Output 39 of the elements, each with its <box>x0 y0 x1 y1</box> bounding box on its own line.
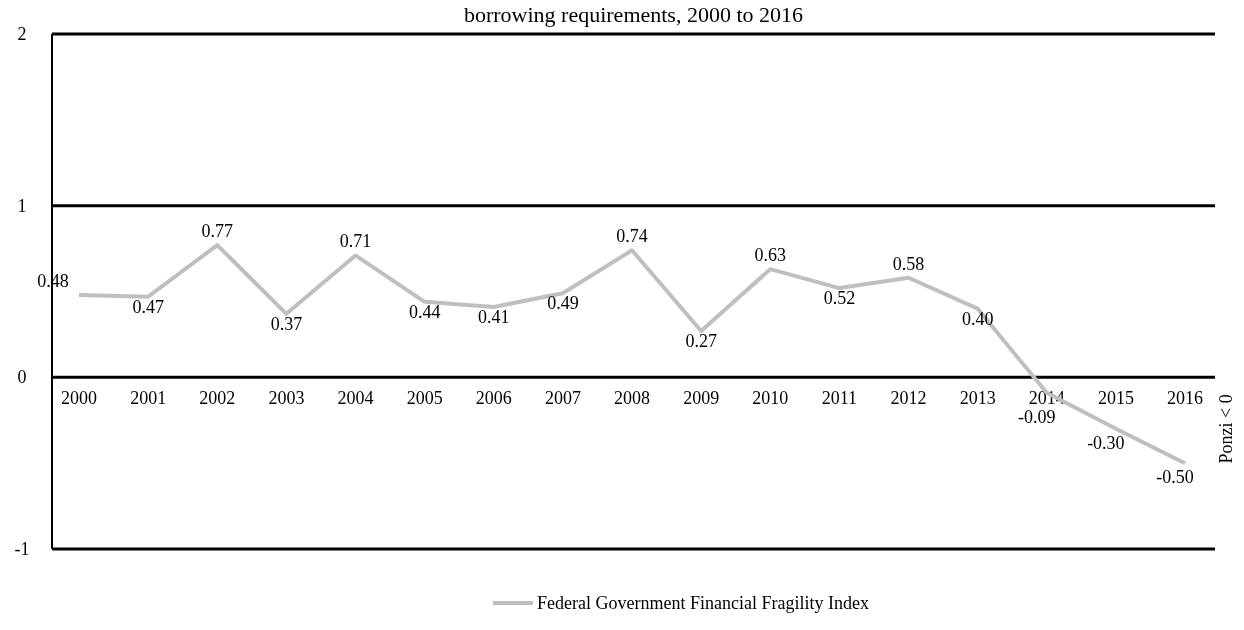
data-label: -0.09 <box>1018 407 1056 428</box>
x-tick-label: 2000 <box>61 388 97 409</box>
data-label: 0.40 <box>961 308 994 329</box>
data-label: 0.37 <box>270 313 303 334</box>
x-tick-label: 2006 <box>475 388 512 409</box>
x-tick-label: 2012 <box>890 388 927 409</box>
data-label: 0.71 <box>339 231 372 252</box>
x-tick-label: 2013 <box>959 388 996 409</box>
x-tick-label: 2001 <box>130 388 167 409</box>
data-label: 0.44 <box>408 301 441 322</box>
x-tick-label: 2007 <box>544 388 581 409</box>
x-tick-label: 2011 <box>821 388 858 409</box>
text: Ponzi < 0 <box>1216 394 1236 464</box>
data-label: -0.50 <box>1156 467 1194 488</box>
data-label: -0.30 <box>1087 432 1125 453</box>
data-label: 0.27 <box>685 330 717 351</box>
x-tick-label: 2016 <box>1167 388 1203 409</box>
x-tick-label: 2015 <box>1097 388 1134 409</box>
x-tick-label: 2005 <box>406 388 443 409</box>
y-tick-label: 2 <box>17 24 27 44</box>
x-tick-label: 2002 <box>199 388 236 409</box>
data-label: 0.47 <box>132 296 164 317</box>
y-tick-label: -1 <box>14 539 30 559</box>
data-label: 0.58 <box>892 253 925 274</box>
data-label: 0.63 <box>754 245 786 266</box>
data-label: 0.52 <box>823 288 856 309</box>
data-label: 0.74 <box>616 226 648 247</box>
data-label: 0.49 <box>547 293 579 314</box>
legend-label: Federal Government Financial Fragility Index <box>537 593 869 613</box>
x-tick-label: 2009 <box>683 388 720 409</box>
y-tick-label: 1 <box>17 195 27 216</box>
y-tick-label: 0 <box>17 367 27 388</box>
x-tick-label: 2008 <box>614 388 650 409</box>
x-tick-label: 2004 <box>337 388 374 409</box>
data-label: 0.41 <box>478 306 510 327</box>
x-tick-label: 2003 <box>268 388 305 409</box>
x-tick-label: 2010 <box>752 388 789 409</box>
chart-title: borrowing requirements, 2000 to 2016 <box>463 2 804 27</box>
data-label: 0.77 <box>201 221 233 242</box>
